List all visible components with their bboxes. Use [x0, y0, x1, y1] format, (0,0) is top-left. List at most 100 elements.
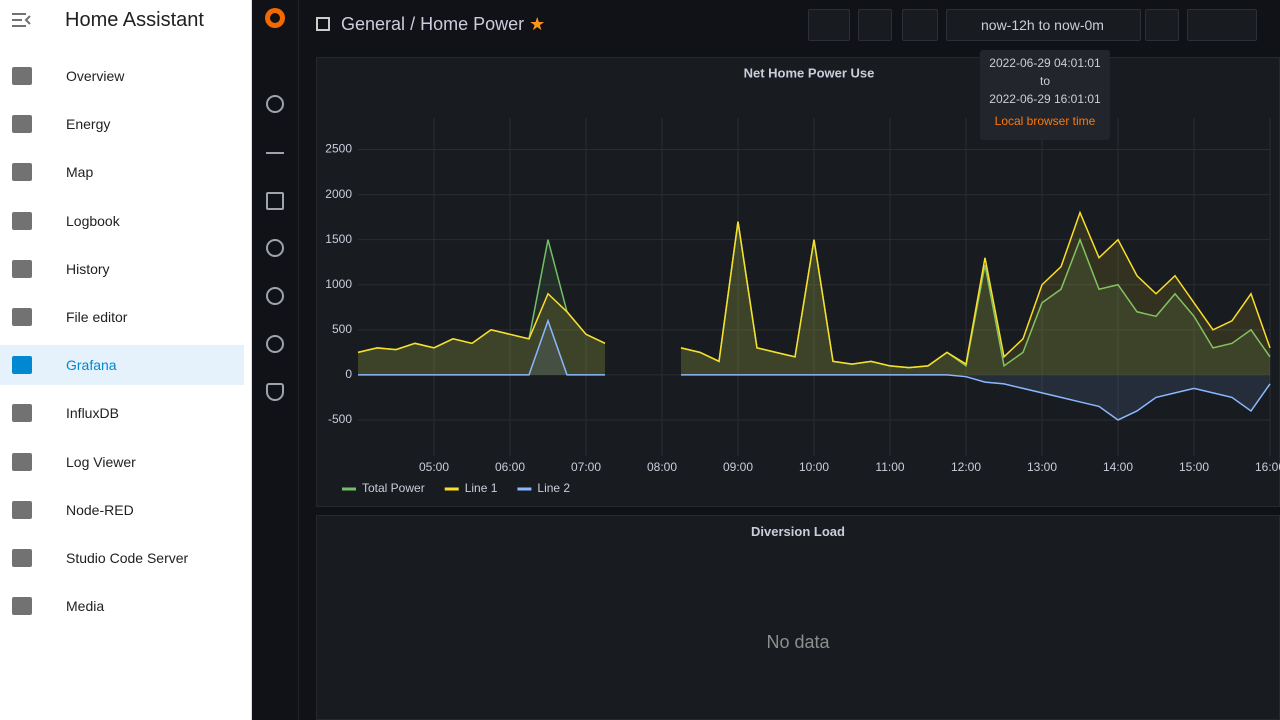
area-fill	[358, 221, 1270, 375]
legend-label: Total Power	[362, 481, 425, 495]
time-picker[interactable]: now-12h to now-0m	[946, 9, 1141, 41]
tooltip-from: 2022-06-29 04:01:01	[989, 56, 1101, 70]
y-tick-label: 500	[332, 322, 352, 336]
time-tooltip: 2022-06-29 04:01:01 to 2022-06-29 16:01:…	[980, 50, 1110, 140]
nav-icon	[12, 115, 32, 134]
ha-sidebar: Home Assistant Overview Energy Map Logbook H…	[0, 0, 252, 720]
area-fill	[358, 320, 1270, 420]
nav-icon	[12, 259, 32, 278]
grafana-nav	[252, 0, 299, 720]
separator: /	[410, 14, 416, 34]
config-icon[interactable]	[266, 335, 284, 353]
save-button[interactable]	[858, 9, 892, 41]
nav-icon	[12, 500, 32, 519]
admin-icon[interactable]	[266, 383, 284, 401]
x-tick-label: 11:00	[875, 460, 904, 474]
nav-label[interactable]: Overview	[66, 68, 125, 84]
nav-label[interactable]: Map	[66, 164, 94, 181]
nav-item[interactable]: Studio Code Server	[0, 538, 244, 578]
nav-item[interactable]: Media	[0, 586, 244, 626]
nav-icon	[12, 308, 32, 326]
time-range[interactable]: now-12h to now-0m	[981, 17, 1104, 33]
y-tick-label: -500	[328, 412, 352, 426]
zoom-out-button[interactable]	[1145, 9, 1179, 41]
nav-item[interactable]: File editor	[0, 297, 244, 337]
dashboard-name[interactable]: Home Power	[420, 14, 525, 34]
nav-item[interactable]: Node-RED	[0, 490, 244, 530]
alerting-icon[interactable]	[266, 287, 284, 305]
nav-icon	[12, 211, 32, 230]
grid-icon	[316, 17, 330, 31]
nav-icon	[12, 452, 32, 471]
no-data: No data	[766, 632, 830, 652]
dashboards-icon[interactable]	[266, 192, 284, 210]
tooltip-to-word: to	[1039, 74, 1050, 88]
folder[interactable]: General	[341, 14, 406, 34]
nav-icon	[12, 163, 32, 182]
panel-2: Diversion Load No data	[316, 515, 1280, 720]
x-tick-label: 08:00	[647, 460, 677, 474]
series-line	[357, 210, 1271, 369]
nav-label[interactable]: Energy	[66, 116, 111, 133]
x-tick-label: 09:00	[723, 460, 753, 474]
ha-title: Home Assistant	[65, 9, 204, 31]
x-tick-label: 14:00	[1103, 460, 1133, 474]
x-tick-label: 05:00	[419, 460, 449, 474]
nav-label[interactable]: Media	[66, 598, 105, 615]
nav-icon	[12, 356, 32, 375]
grafana-logo[interactable]	[262, 5, 288, 31]
panel-title[interactable]: Diversion Load	[751, 524, 845, 539]
nav-item[interactable]: Map	[0, 152, 244, 192]
tooltip-zone: Local browser time	[994, 114, 1096, 128]
nav-label[interactable]: Grafana	[66, 357, 117, 374]
nav-item[interactable]: Energy	[0, 104, 244, 144]
nav-item[interactable]: History	[0, 249, 244, 289]
x-tick-label: 06:00	[495, 460, 525, 474]
y-tick-label: 1000	[325, 277, 352, 291]
dashboard-header: General / Home Power ★ now-12h to now-0m	[299, 0, 1280, 50]
nav-item[interactable]: Grafana	[0, 345, 244, 386]
nav-item[interactable]: Logbook	[0, 201, 244, 241]
x-tick-label: 07:00	[571, 460, 601, 474]
nav-icon	[12, 67, 32, 85]
legend-label: Line 2	[537, 481, 570, 495]
star-icon[interactable]: ★	[529, 14, 546, 34]
panel: Net Home Power Use -500 0 500 1000 1500 2000 2…	[316, 57, 1280, 507]
nav-label[interactable]: Node-RED	[66, 501, 134, 518]
settings-button[interactable]	[902, 9, 938, 41]
menu-icon[interactable]	[12, 12, 32, 28]
nav-label[interactable]: Log Viewer	[66, 453, 136, 470]
nav-icon	[12, 549, 32, 567]
x-tick-label: 13:00	[1027, 460, 1057, 474]
add-panel-button[interactable]	[808, 9, 850, 41]
nav-label[interactable]: History	[66, 260, 110, 277]
x-tick-label: 10:00	[799, 460, 829, 474]
nav-label[interactable]: Logbook	[66, 212, 120, 229]
panel-title[interactable]: Net Home Power Use	[744, 65, 875, 80]
search-icon[interactable]	[266, 95, 284, 113]
nav-label[interactable]: File editor	[66, 309, 128, 325]
nav-item[interactable]: Overview	[0, 56, 244, 96]
chart: Net Home Power Use -500 0 500 1000 1500 2000 2…	[325, 65, 1280, 495]
y-tick-label: 2000	[325, 187, 352, 201]
nav-label[interactable]: Studio Code Server	[66, 550, 189, 566]
nav-icon	[12, 404, 32, 423]
y-tick-label: 2500	[325, 142, 352, 156]
tooltip-to: 2022-06-29 16:01:01	[989, 92, 1101, 106]
nav-item[interactable]: InfluxDB	[0, 393, 244, 433]
nav-item[interactable]: Log Viewer	[0, 442, 244, 482]
y-tick-label: 0	[345, 367, 352, 381]
x-tick-label: 12:00	[951, 460, 981, 474]
refresh-button[interactable]	[1187, 9, 1257, 41]
legend-label: Line 1	[465, 481, 498, 495]
series-line	[358, 318, 1271, 421]
y-tick-label: 1500	[325, 232, 352, 246]
create-icon[interactable]	[266, 152, 284, 154]
nav-icon	[12, 597, 32, 616]
x-tick-label: 16:00	[1255, 460, 1280, 474]
nav-label[interactable]: InfluxDB	[66, 405, 119, 422]
breadcrumb[interactable]: General / Home Power ★	[341, 14, 545, 35]
x-tick-label: 15:00	[1179, 460, 1209, 474]
explore-icon[interactable]	[266, 239, 284, 257]
